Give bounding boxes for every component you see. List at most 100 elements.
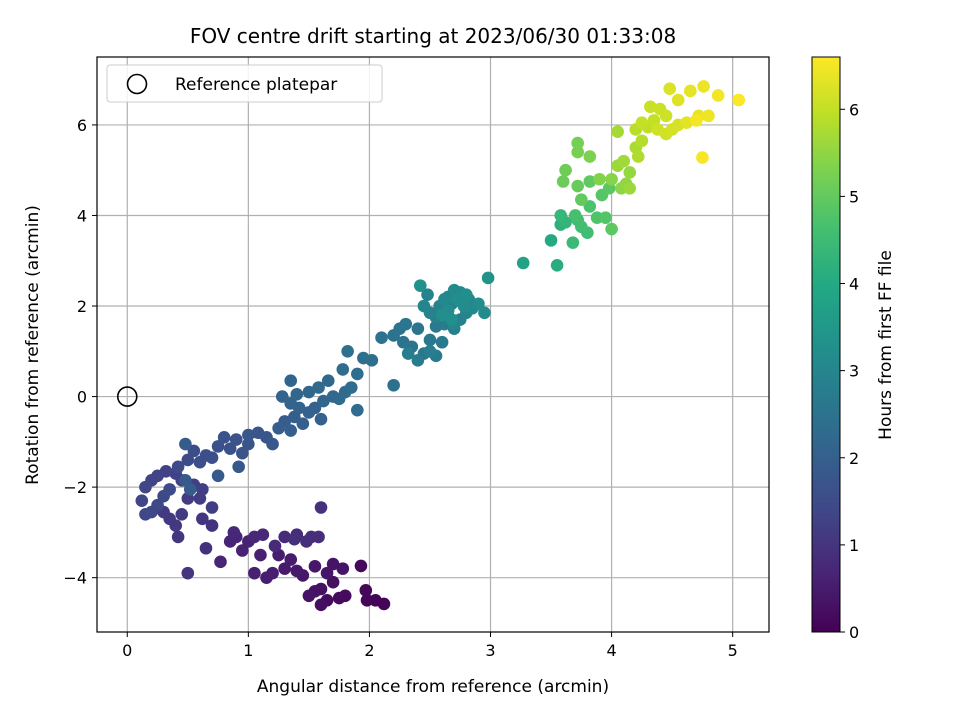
data-point-132 <box>423 344 437 358</box>
data-point-9 <box>326 575 340 589</box>
data-point-27 <box>235 544 249 557</box>
grid <box>97 57 769 632</box>
data-point-41 <box>314 501 328 514</box>
data-point-18 <box>290 564 304 578</box>
x-axis-label: Angular distance from reference (arcmin) <box>257 677 609 697</box>
data-point-40 <box>288 532 301 546</box>
x-tick-label-0: 0 <box>122 641 132 660</box>
data-point-12 <box>302 589 316 603</box>
data-point-74 <box>211 440 225 453</box>
data-point-4 <box>354 559 368 573</box>
data-point-110 <box>344 381 358 394</box>
data-point-33 <box>256 528 270 541</box>
data-point-3 <box>359 584 373 597</box>
data-point-215 <box>711 89 725 102</box>
data-point-193 <box>611 125 624 139</box>
data-point-44 <box>205 519 219 532</box>
data-point-87 <box>183 483 197 496</box>
data-point-131 <box>401 347 415 360</box>
data-point-23 <box>260 571 273 584</box>
data-point-186 <box>605 172 618 186</box>
y-axis-label: Rotation from reference (arcmin) <box>23 205 43 485</box>
data-point-114 <box>341 344 354 358</box>
data-point-88 <box>179 437 192 451</box>
data-point-156 <box>459 288 473 301</box>
data-point-105 <box>321 374 335 388</box>
data-point-138 <box>421 288 434 301</box>
data-point-96 <box>314 412 328 426</box>
data-point-185 <box>593 172 606 186</box>
data-point-67 <box>163 483 176 496</box>
y-axis-ticks: −4 −2 0 2 4 6 <box>63 116 97 588</box>
data-point-6 <box>332 591 346 605</box>
data-point-43 <box>181 566 195 580</box>
data-point-181 <box>559 163 572 177</box>
data-point-103 <box>317 394 330 408</box>
data-point-111 <box>336 363 350 376</box>
data-point-192 <box>617 154 631 168</box>
data-point-147 <box>438 292 451 306</box>
x-tick-label-5: 5 <box>728 641 738 660</box>
data-point-46 <box>171 530 185 544</box>
data-point-214 <box>702 109 715 123</box>
data-point-13 <box>336 562 350 575</box>
data-point-208 <box>663 82 677 95</box>
colorbar-tick-label-3: 3 <box>849 362 859 381</box>
data-point-159 <box>481 271 495 285</box>
data-point-100 <box>284 374 298 388</box>
data-point-179 <box>571 179 584 193</box>
data-point-173 <box>599 211 612 225</box>
data-point-8 <box>314 598 328 612</box>
data-point-68 <box>171 460 185 474</box>
x-axis-ticks: 0 1 2 3 4 5 <box>122 632 738 660</box>
data-point-39 <box>300 535 313 548</box>
colorbar-tick-label-4: 4 <box>849 275 859 294</box>
x-tick-label-2: 2 <box>364 641 374 660</box>
data-point-176 <box>605 222 618 236</box>
data-point-203 <box>659 109 673 123</box>
y-tick-label-5: 6 <box>77 116 87 135</box>
data-point-123 <box>411 322 425 335</box>
data-point-166 <box>566 236 580 249</box>
data-point-42 <box>199 541 213 555</box>
data-point-127 <box>435 335 449 349</box>
y-tick-label-2: 0 <box>77 388 87 407</box>
data-point-213 <box>697 80 710 93</box>
x-tick-label-4: 4 <box>607 641 617 660</box>
data-point-157 <box>445 313 459 326</box>
chart-title: FOV centre drift starting at 2023/06/30 … <box>190 24 676 48</box>
data-point-169 <box>575 220 588 234</box>
colorbar: 0 1 2 3 4 5 6 Hours from first FF file <box>811 56 896 642</box>
data-point-24 <box>248 566 261 580</box>
data-point-115 <box>365 354 379 367</box>
data-point-99 <box>275 390 289 403</box>
plot-frame <box>96 56 770 633</box>
y-tick-label-0: −4 <box>63 569 87 588</box>
data-point-117 <box>375 331 388 345</box>
data-point-153 <box>472 297 485 311</box>
data-point-195 <box>631 150 645 163</box>
data-point-196 <box>635 134 649 148</box>
data-point-85 <box>211 469 225 483</box>
data-point-112 <box>351 367 364 381</box>
data-point-14 <box>326 557 340 571</box>
data-point-25 <box>254 548 267 562</box>
data-point-95 <box>308 401 322 415</box>
data-point-155 <box>435 308 449 322</box>
legend: Reference platepar <box>106 64 383 103</box>
y-tick-label-1: −2 <box>63 478 87 497</box>
data-point-38 <box>312 530 325 544</box>
colorbar-tick-label-2: 2 <box>849 449 859 468</box>
data-point-162 <box>550 258 564 272</box>
data-point-83 <box>232 460 245 474</box>
colorbar-tick-label-0: 0 <box>849 623 859 642</box>
data-point-62 <box>135 494 149 508</box>
data-point-101 <box>290 388 304 401</box>
data-point-216 <box>690 114 703 127</box>
colorbar-tick-label-1: 1 <box>849 536 859 555</box>
data-point-90 <box>278 415 291 428</box>
data-point-160 <box>516 256 530 270</box>
data-point-170 <box>568 209 582 222</box>
data-point-106 <box>312 381 325 394</box>
legend-marker <box>126 73 148 95</box>
